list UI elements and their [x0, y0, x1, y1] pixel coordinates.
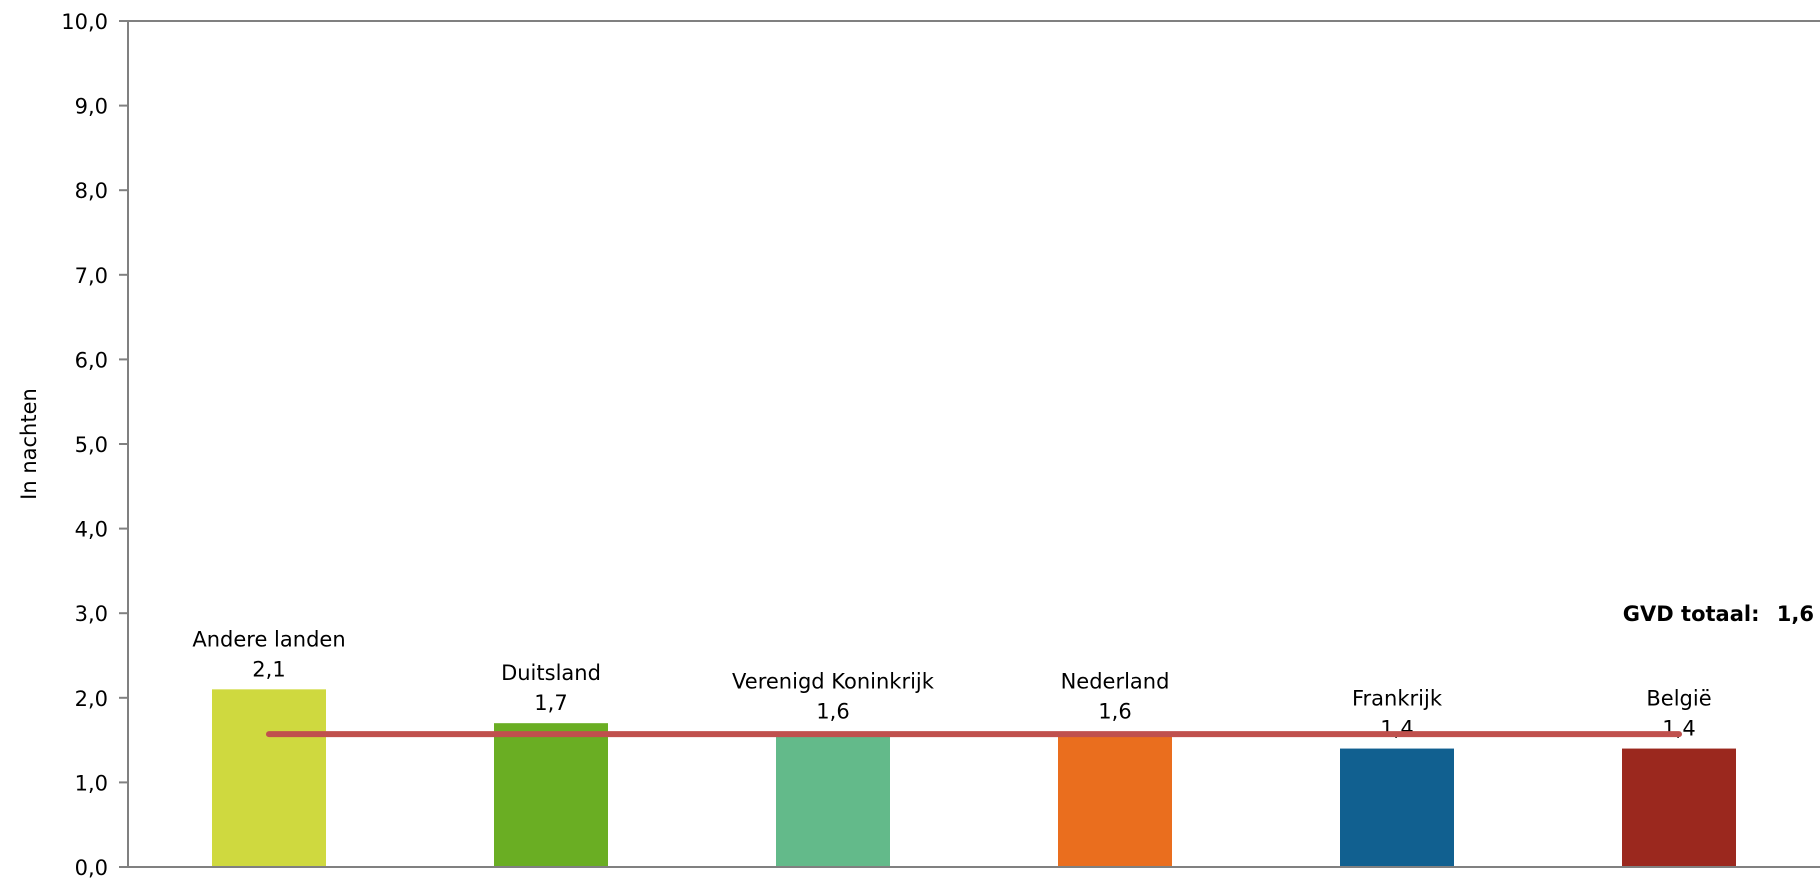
bar [1340, 748, 1454, 867]
y-tick-label: 10,0 [61, 10, 108, 34]
bar [212, 689, 326, 867]
value-labels: 2,11,7 1,6 1,61,4 1,4 [252, 657, 1695, 740]
bar [494, 723, 608, 867]
y-tick-label: 6,0 [75, 348, 108, 372]
bar [1622, 748, 1736, 867]
y-tick-label: 1,0 [75, 771, 108, 795]
y-tick-label: 4,0 [75, 518, 108, 542]
y-axis-ticks: 0,0 1,0 2,0 3,0 4,0 5,0 6,0 7,0 8,0 9,0 10,0 [61, 10, 128, 880]
average-label-value: 1,6 [1777, 602, 1814, 626]
category-label: Duitsland [501, 661, 601, 685]
average-label-text: GVD totaal: [1623, 602, 1760, 626]
y-tick-label: 7,0 [75, 264, 108, 288]
y-tick-label: 8,0 [75, 179, 108, 203]
value-label: 1,7 [534, 691, 567, 715]
y-tick-label: 9,0 [75, 95, 108, 119]
y-tick-label: 3,0 [75, 602, 108, 626]
bar [1058, 731, 1172, 867]
average-label: GVD totaal: 1,6 [1623, 602, 1814, 626]
y-axis-title: In nachten [17, 388, 41, 500]
y-tick-label: 2,0 [75, 687, 108, 711]
category-labels: Andere landen Duitsland Verenigd Koninkrij… [192, 627, 1711, 710]
value-label: 2,1 [252, 657, 285, 681]
category-label: Andere landen [192, 627, 345, 651]
y-tick-label: 0,0 [75, 856, 108, 880]
category-label: België [1646, 687, 1711, 711]
category-label: Verenigd Koninkrijk [732, 670, 935, 694]
category-label: Nederland [1061, 670, 1170, 694]
bars [212, 689, 1736, 867]
y-tick-label: 5,0 [75, 433, 108, 457]
category-label: Frankrijk [1352, 687, 1443, 711]
bar [776, 731, 890, 867]
value-label: 1,6 [816, 700, 849, 724]
value-label: 1,6 [1098, 700, 1131, 724]
